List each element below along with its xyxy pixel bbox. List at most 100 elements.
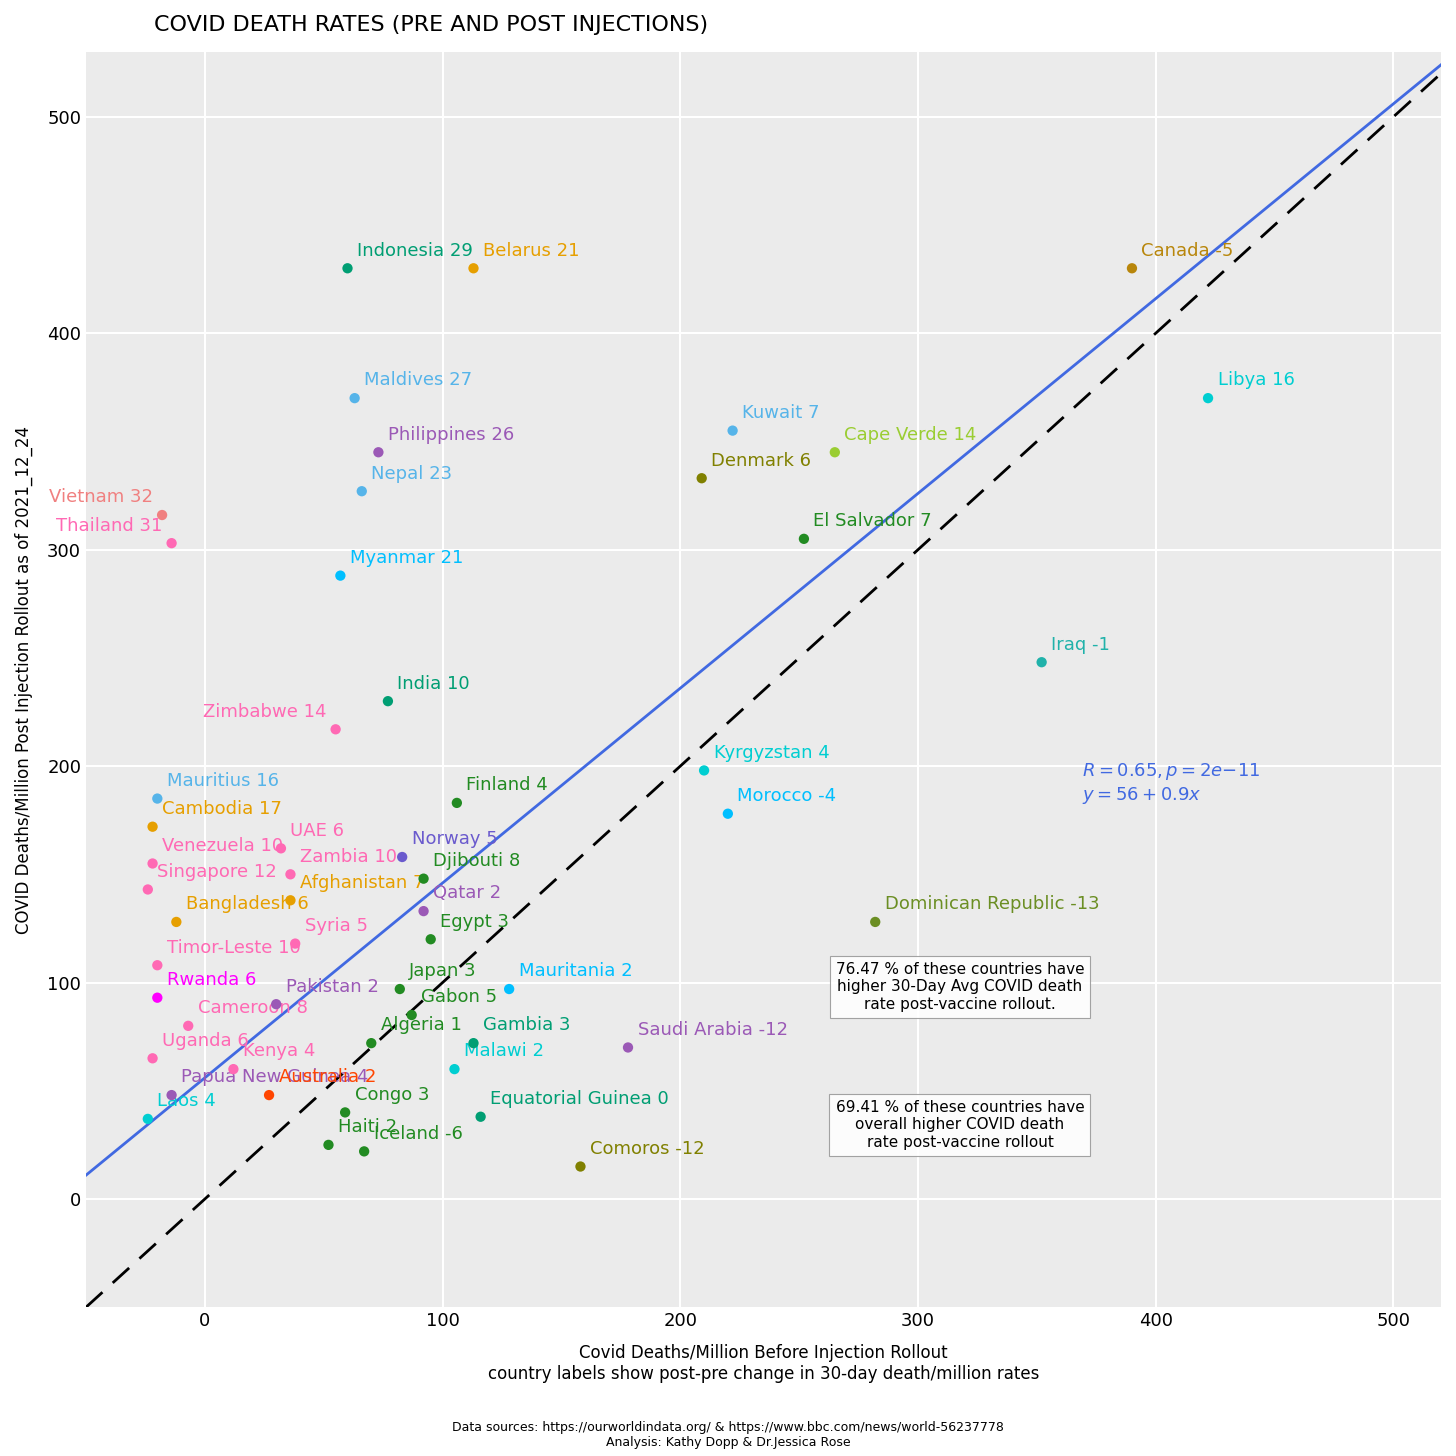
Text: Data sources: https://ourworldindata.org/ & https://www.bbc.com/news/world-56237: Data sources: https://ourworldindata.org… — [451, 1421, 1005, 1449]
Text: Papua New Guinea 4: Papua New Guinea 4 — [181, 1069, 368, 1086]
Point — [160, 531, 183, 555]
Point — [443, 1057, 466, 1080]
Text: Bangladesh 6: Bangladesh 6 — [186, 895, 309, 913]
Point — [336, 256, 360, 280]
Text: Iraq -1: Iraq -1 — [1051, 636, 1109, 654]
Point — [344, 386, 367, 409]
Text: Kyrgyzstan 4: Kyrgyzstan 4 — [713, 744, 830, 761]
Text: Timor-Leste 10: Timor-Leste 10 — [167, 939, 300, 957]
Text: Venezuela 10: Venezuela 10 — [162, 837, 284, 855]
Y-axis label: COVID Deaths/Million Post Injection Rollout as of 2021_12_24: COVID Deaths/Million Post Injection Roll… — [15, 425, 33, 933]
Text: COVID DEATH RATES (PRE AND POST INJECTIONS): COVID DEATH RATES (PRE AND POST INJECTIO… — [154, 15, 708, 35]
Text: Dominican Republic -13: Dominican Republic -13 — [885, 895, 1099, 913]
Point — [329, 563, 352, 587]
Point — [616, 1035, 639, 1059]
Text: Denmark 6: Denmark 6 — [711, 451, 811, 470]
Text: Zambia 10: Zambia 10 — [300, 847, 397, 866]
Text: Mauritania 2: Mauritania 2 — [518, 962, 632, 980]
Text: Finland 4: Finland 4 — [466, 776, 547, 794]
Text: Mauritius 16: Mauritius 16 — [167, 772, 280, 791]
Point — [1029, 651, 1053, 674]
Text: Kenya 4: Kenya 4 — [243, 1042, 316, 1060]
Point — [863, 910, 887, 933]
Text: Qatar 2: Qatar 2 — [432, 884, 501, 903]
Point — [469, 1105, 492, 1128]
Point — [1120, 256, 1143, 280]
Point — [146, 786, 169, 810]
Text: Saudi Arabia -12: Saudi Arabia -12 — [638, 1021, 788, 1038]
Point — [721, 419, 744, 443]
Text: Norway 5: Norway 5 — [412, 830, 498, 849]
Point — [258, 1083, 281, 1107]
Text: 69.41 % of these countries have
overall higher COVID death
rate post-vaccine rol: 69.41 % of these countries have overall … — [836, 1101, 1085, 1150]
Text: Cameroon 8: Cameroon 8 — [198, 999, 307, 1018]
Point — [419, 927, 443, 951]
Point — [412, 866, 435, 890]
Point — [284, 932, 307, 955]
Text: Thailand 31: Thailand 31 — [55, 517, 162, 534]
Point — [360, 1031, 383, 1054]
Text: Canada -5: Canada -5 — [1142, 242, 1233, 259]
Text: Cape Verde 14: Cape Verde 14 — [844, 425, 977, 444]
Point — [498, 977, 521, 1000]
Text: Uganda 6: Uganda 6 — [162, 1032, 249, 1050]
Point — [446, 791, 469, 814]
Text: Djibouti 8: Djibouti 8 — [432, 852, 520, 871]
Text: Myanmar 21: Myanmar 21 — [349, 549, 463, 566]
X-axis label: Covid Deaths/Million Before Injection Rollout
country labels show post-pre chang: Covid Deaths/Million Before Injection Ro… — [488, 1344, 1040, 1383]
Text: Gabon 5: Gabon 5 — [421, 989, 498, 1006]
Point — [400, 1003, 424, 1026]
Text: Algeria 1: Algeria 1 — [381, 1016, 462, 1035]
Point — [390, 846, 414, 869]
Point — [462, 256, 485, 280]
Text: Japan 3: Japan 3 — [409, 962, 478, 980]
Point — [325, 718, 348, 741]
Point — [352, 1140, 376, 1163]
Point — [165, 910, 188, 933]
Text: Indonesia 29: Indonesia 29 — [357, 242, 473, 259]
Point — [278, 888, 301, 911]
Text: Equatorial Guinea 0: Equatorial Guinea 0 — [491, 1091, 668, 1108]
Text: Zimbabwe 14: Zimbabwe 14 — [202, 703, 326, 721]
Point — [141, 1047, 165, 1070]
Point — [141, 852, 165, 875]
Text: Cambodia 17: Cambodia 17 — [162, 799, 282, 818]
Point — [412, 900, 435, 923]
Text: Laos 4: Laos 4 — [157, 1092, 215, 1111]
Point — [146, 954, 169, 977]
Text: India 10: India 10 — [397, 674, 470, 693]
Text: Maldives 27: Maldives 27 — [364, 371, 472, 390]
Point — [146, 986, 169, 1009]
Point — [376, 690, 399, 713]
Text: Libya 16: Libya 16 — [1217, 371, 1294, 390]
Text: Vietnam 32: Vietnam 32 — [48, 488, 153, 507]
Text: Comoros -12: Comoros -12 — [590, 1140, 705, 1158]
Point — [176, 1015, 199, 1038]
Point — [569, 1155, 593, 1178]
Point — [1197, 386, 1220, 409]
Point — [716, 802, 740, 826]
Text: Congo 3: Congo 3 — [355, 1086, 430, 1104]
Point — [462, 1031, 485, 1054]
Point — [278, 862, 301, 885]
Point — [333, 1101, 357, 1124]
Point — [690, 466, 713, 489]
Text: Kuwait 7: Kuwait 7 — [743, 403, 820, 422]
Point — [137, 878, 160, 901]
Point — [349, 479, 373, 502]
Point — [367, 441, 390, 464]
Text: Philippines 26: Philippines 26 — [387, 425, 514, 444]
Point — [389, 977, 412, 1000]
Text: Haiti 2: Haiti 2 — [338, 1118, 397, 1136]
Point — [137, 1107, 160, 1130]
Text: $R=0.65, p=2e{-}11$
$y=56+0.9x$: $R=0.65, p=2e{-}11$ $y=56+0.9x$ — [1082, 761, 1261, 807]
Text: Malawi 2: Malawi 2 — [464, 1042, 545, 1060]
Point — [265, 993, 288, 1016]
Text: UAE 6: UAE 6 — [290, 821, 345, 840]
Text: Egypt 3: Egypt 3 — [440, 913, 510, 930]
Text: Rwanda 6: Rwanda 6 — [167, 971, 256, 989]
Text: Nepal 23: Nepal 23 — [371, 464, 453, 482]
Text: Singapore 12: Singapore 12 — [157, 863, 277, 881]
Text: Australia 2: Australia 2 — [278, 1069, 376, 1086]
Point — [160, 1083, 183, 1107]
